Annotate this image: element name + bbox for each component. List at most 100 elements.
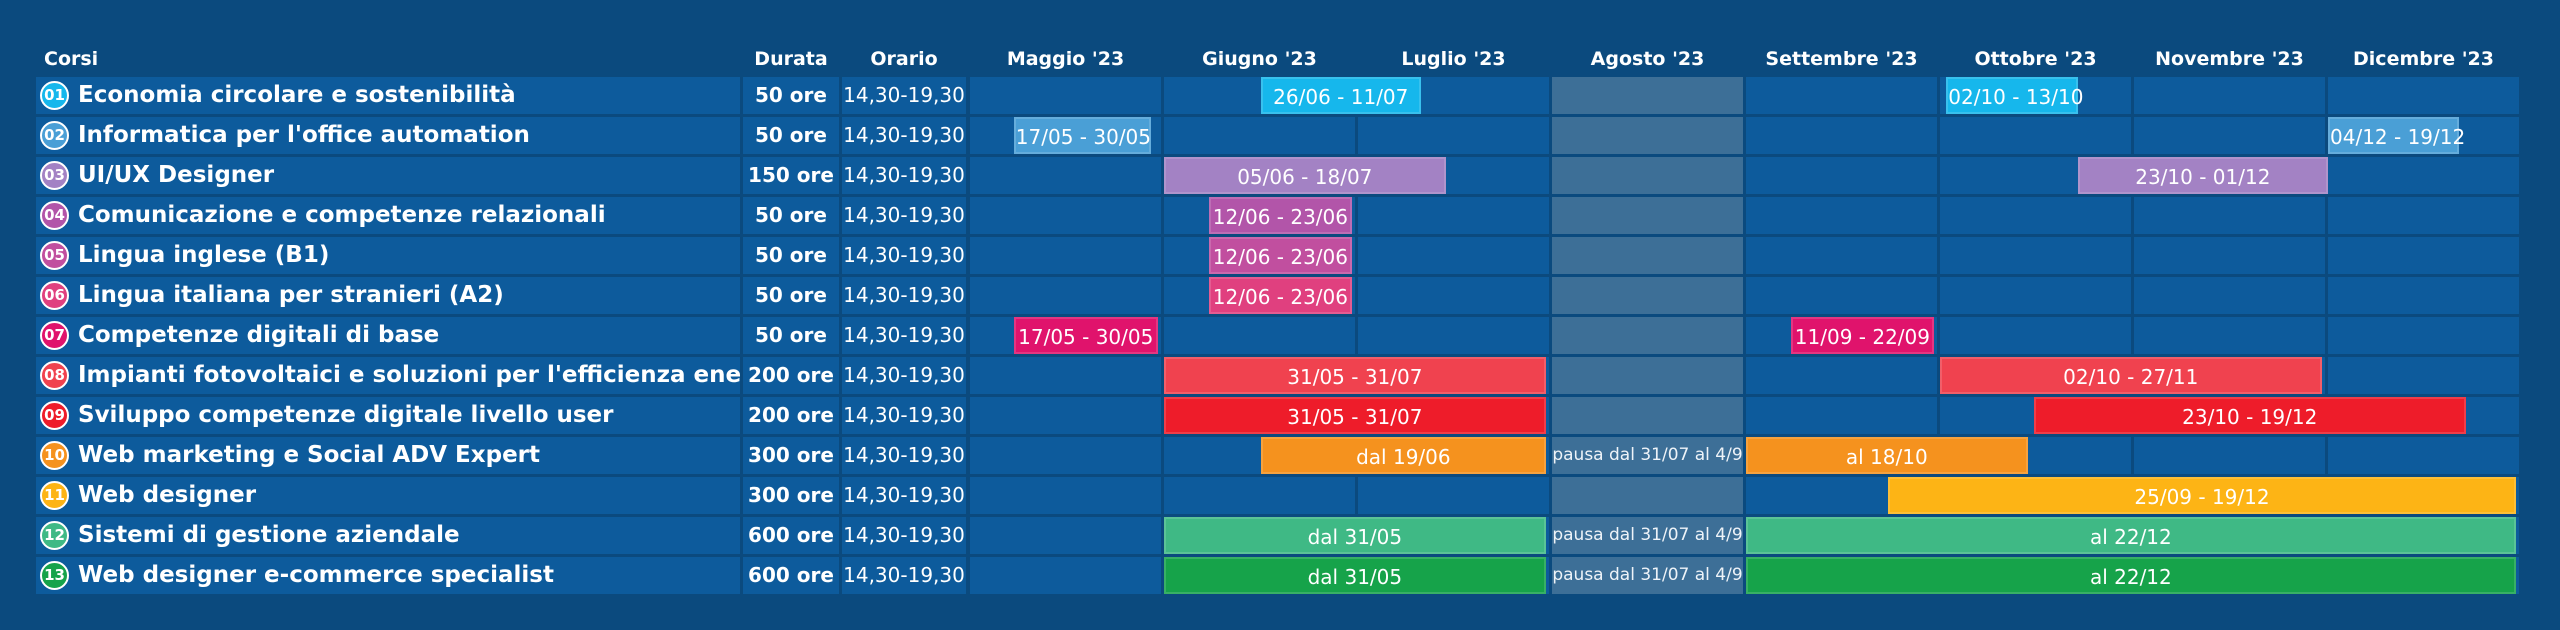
course-name-cell: 02 Informatica per l'office automation [36,117,740,154]
course-bar: 26/06 - 11/07 [1261,77,1421,114]
month-cell [1746,397,1937,434]
course-name-cell: 11 Web designer [36,477,740,514]
month-cell [970,237,1161,274]
course-bar: dal 31/05 [1164,517,1546,554]
course-bar: 11/09 - 22/09 [1791,317,1934,354]
month-cell [1552,117,1743,154]
month-cell [2328,197,2519,234]
course-duration: 200 ore [743,397,839,434]
course-number-badge: 13 [40,561,69,590]
course-name: Web designer [78,482,257,508]
course-name-cell: 01 Economia circolare e sostenibilità [36,77,740,114]
month-cell [1552,277,1743,314]
month-cell [2134,277,2325,314]
course-row: 13 Web designer e-commerce specialist 600 … [36,557,2524,594]
course-duration: 50 ore [743,77,839,114]
month-cell [1358,317,1549,354]
header-duration: Durata [754,48,828,70]
course-bar: 12/06 - 23/06 [1209,237,1352,274]
course-duration: 600 ore [743,517,839,554]
course-name-cell: 05 Lingua inglese (B1) [36,237,740,274]
course-name: UI/UX Designer [78,162,275,188]
month-cell [2328,357,2519,394]
course-duration: 50 ore [743,317,839,354]
course-number-badge: 03 [40,161,69,190]
month-cell [970,477,1161,514]
month-cell [970,357,1161,394]
month-cell [2328,317,2519,354]
month-cell [1552,157,1743,194]
course-number-badge: 12 [40,521,69,550]
course-name-cell: 03 UI/UX Designer [36,157,740,194]
course-row: 04 Comunicazione e competenze relazionali… [36,197,2524,234]
month-cell [1358,197,1549,234]
month-cell [1940,277,2131,314]
month-cell [1746,197,1937,234]
course-number-badge: 05 [40,241,69,270]
course-name: Impianti fotovoltaici e soluzioni per l'… [78,362,833,388]
month-cell [2134,237,2325,274]
month-cell [970,397,1161,434]
month-cell [2328,237,2519,274]
course-duration: 600 ore [743,557,839,594]
pause-label: pausa dal 31/07 al 4/9 [1552,525,1743,545]
course-row: 03 UI/UX Designer 150 ore 14,30-19,30 05/06 … [36,157,2524,194]
month-cell [970,157,1161,194]
course-number-badge: 09 [40,401,69,430]
course-schedule: 14,30-19,30 [842,277,966,314]
month-cell [1552,317,1743,354]
course-name-cell: 04 Comunicazione e competenze relazionali [36,197,740,234]
header-courses: Corsi [44,48,99,70]
course-number-badge: 11 [40,481,69,510]
month-cell [970,277,1161,314]
course-bar: 05/06 - 18/07 [1164,157,1446,194]
month-cell [1552,197,1743,234]
course-number-badge: 10 [40,441,69,470]
month-cell [1552,437,1743,474]
course-schedule: 14,30-19,30 [842,317,966,354]
course-schedule: 14,30-19,30 [842,477,966,514]
course-row: 02 Informatica per l'office automation 50 … [36,117,2524,154]
month-cell [970,77,1161,114]
month-header: Luglio '23 [1401,48,1506,70]
course-duration: 300 ore [743,477,839,514]
month-cell [1164,117,1355,154]
course-bar: 17/05 - 30/05 [1013,317,1158,354]
course-number-badge: 06 [40,281,69,310]
course-schedule: 14,30-19,30 [842,77,966,114]
pause-label: pausa dal 31/07 al 4/9 [1552,565,1743,585]
course-bar: 31/05 - 31/07 [1164,357,1546,394]
course-duration: 50 ore [743,277,839,314]
month-header: Agosto '23 [1590,48,1705,70]
course-bar: 25/09 - 19/12 [1888,477,2516,514]
course-row: 11 Web designer 300 ore 14,30-19,30 25/09 - … [36,477,2524,514]
course-name-cell: 07 Competenze digitali di base [36,317,740,354]
course-bar: 12/06 - 23/06 [1209,197,1352,234]
course-schedule: 14,30-19,30 [842,517,966,554]
course-name-cell: 12 Sistemi di gestione aziendale [36,517,740,554]
month-cell [1552,557,1743,594]
course-bar: dal 19/06 [1261,437,1546,474]
month-cell [1940,117,2131,154]
course-bar: al 22/12 [1746,517,2516,554]
course-schedule: 14,30-19,30 [842,357,966,394]
course-schedule: 14,30-19,30 [842,197,966,234]
course-row: 07 Competenze digitali di base 50 ore 14,30… [36,317,2524,354]
month-cell [2134,317,2325,354]
course-duration: 200 ore [743,357,839,394]
course-name: Lingua inglese (B1) [78,242,330,268]
course-number-badge: 08 [40,361,69,390]
course-bar: 23/10 - 01/12 [2077,157,2328,194]
month-cell [1746,237,1937,274]
month-cell [1940,197,2131,234]
month-cell [1746,157,1937,194]
course-bar: al 22/12 [1746,557,2516,594]
course-row: 10 Web marketing e Social ADV Expert 300 o… [36,437,2524,474]
month-header: Ottobre '23 [1974,48,2097,70]
course-schedule: 14,30-19,30 [842,437,966,474]
month-cell [1552,77,1743,114]
course-schedule: 14,30-19,30 [842,557,966,594]
course-bar: 12/06 - 23/06 [1209,277,1352,314]
course-schedule: 14,30-19,30 [842,237,966,274]
month-cell [1164,317,1355,354]
